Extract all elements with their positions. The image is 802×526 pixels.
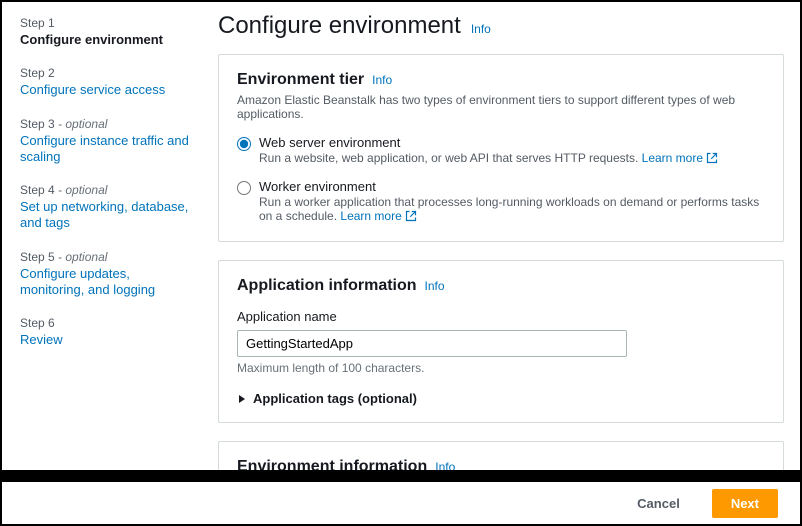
panel-desc: Amazon Elastic Beanstalk has two types o… [237,93,765,121]
step-label: Step 6 [20,316,196,330]
learn-more-link[interactable]: Learn more [642,151,718,165]
app-name-label: Application name [237,309,765,324]
panel-heading: Application information Info [237,277,765,295]
panel-heading: Environment tier Info [237,71,765,89]
page-title: Configure environment Info [218,12,784,40]
step-title: Review [20,332,196,348]
step-3[interactable]: Step 3 - optional Configure instance tra… [20,117,196,166]
external-link-icon [405,210,417,225]
app-name-input[interactable] [237,330,627,357]
step-5[interactable]: Step 5 - optional Configure updates, mon… [20,250,196,299]
main-content: Configure environment Info Environment t… [202,2,800,470]
step-2[interactable]: Step 2 Configure service access [20,66,196,98]
divider-bar [2,470,800,482]
application-tags-expander[interactable]: Application tags (optional) [237,391,765,406]
wizard-footer: Cancel Next [2,482,800,524]
app-name-hint: Maximum length of 100 characters. [237,361,765,375]
env-tier-info-link[interactable]: Info [372,73,392,87]
external-link-icon [706,152,718,167]
step-6[interactable]: Step 6 Review [20,316,196,348]
env-tier-radio-worker[interactable] [237,181,251,195]
cancel-button[interactable]: Cancel [619,490,698,517]
radio-desc: Run a website, web application, or web A… [259,151,718,167]
app-info-info-link[interactable]: Info [425,279,445,293]
step-label: Step 1 [20,16,196,30]
step-title: Configure instance traffic and scaling [20,133,196,166]
environment-info-panel: Environment information Info Choose the … [218,441,784,470]
env-tier-radio-web[interactable] [237,137,251,151]
env-tier-option-worker[interactable]: Worker environment Run a worker applicat… [237,179,765,225]
page-title-text: Configure environment [218,12,461,40]
next-button[interactable]: Next [712,489,778,518]
step-label: Step 3 - optional [20,117,196,131]
radio-desc: Run a worker application that processes … [259,195,765,225]
panel-heading: Environment information Info [237,458,765,470]
caret-right-icon [237,394,247,404]
step-title: Set up networking, database, and tags [20,199,196,232]
step-4[interactable]: Step 4 - optional Set up networking, dat… [20,183,196,232]
expander-label: Application tags (optional) [253,391,417,406]
step-1[interactable]: Step 1 Configure environment [20,16,196,48]
radio-title: Worker environment [259,179,765,194]
step-label: Step 4 - optional [20,183,196,197]
environment-tier-panel: Environment tier Info Amazon Elastic Bea… [218,54,784,242]
radio-title: Web server environment [259,135,718,150]
env-info-info-link[interactable]: Info [435,460,455,470]
step-label: Step 5 - optional [20,250,196,264]
wizard-sidebar: Step 1 Configure environment Step 2 Conf… [2,2,202,470]
env-tier-option-web[interactable]: Web server environment Run a website, we… [237,135,765,167]
page-title-info-link[interactable]: Info [471,22,491,36]
step-title: Configure service access [20,82,196,98]
step-title: Configure updates, monitoring, and loggi… [20,266,196,299]
application-info-panel: Application information Info Application… [218,260,784,423]
step-label: Step 2 [20,66,196,80]
step-title: Configure environment [20,32,196,48]
learn-more-link[interactable]: Learn more [340,209,416,223]
